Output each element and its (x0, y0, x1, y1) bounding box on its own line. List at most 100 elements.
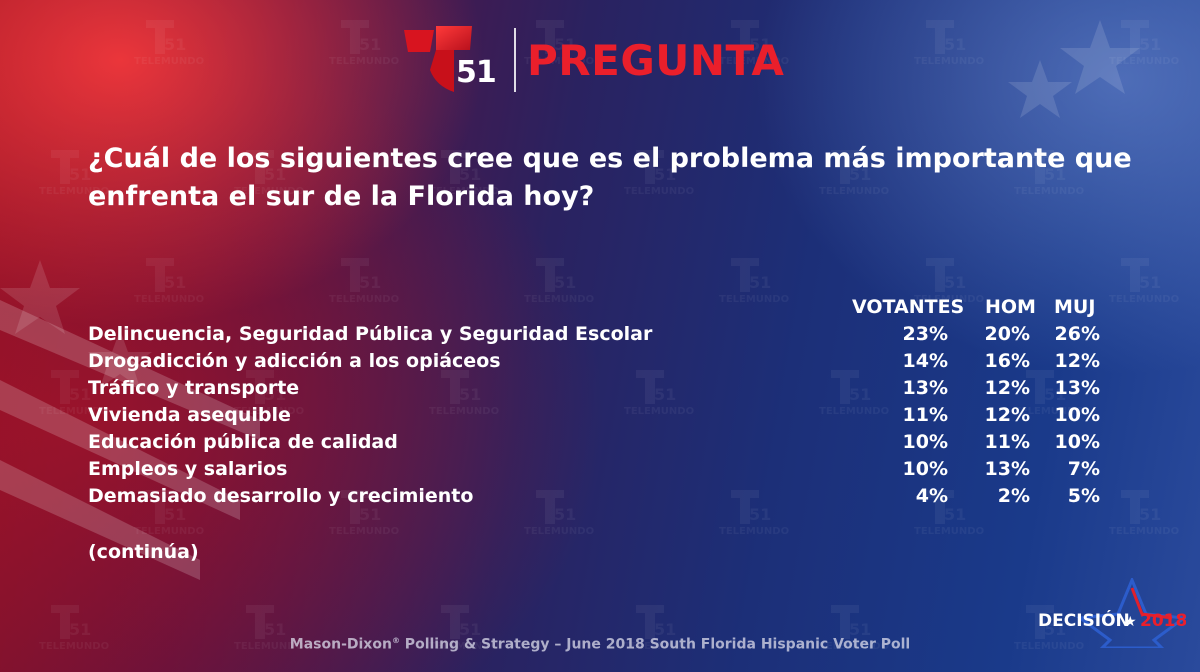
watermark-t-icon (51, 605, 79, 639)
value-muj: 10% (1054, 404, 1100, 426)
watermark-tile: 51 TELEMUNDO (914, 490, 984, 537)
row-label: Drogadicción y adicción a los opiáceos (88, 350, 501, 372)
watermark-t-icon (1121, 490, 1149, 524)
watermark-tile: 51 TELEMUNDO (39, 370, 109, 417)
watermark-t-icon (1121, 20, 1149, 54)
watermark-tile: 51 TELEMUNDO (1109, 490, 1179, 537)
watermark-t-icon (536, 20, 564, 54)
svg-text:TELEMUNDO: TELEMUNDO (624, 406, 694, 417)
value-votantes: 11% (902, 404, 948, 426)
value-votantes: 4% (915, 485, 948, 507)
watermark-tile: 51 TELEMUNDO (329, 258, 399, 305)
svg-text:51: 51 (849, 385, 871, 404)
svg-text:TELEMUNDO: TELEMUNDO (134, 56, 204, 67)
svg-text:TELEMUNDO: TELEMUNDO (524, 56, 594, 67)
watermark-tile: 51 TELEMUNDO (914, 258, 984, 305)
watermark-tile: 51 TELEMUNDO (1014, 605, 1084, 652)
svg-text:51: 51 (359, 505, 381, 524)
svg-text:51: 51 (1044, 165, 1066, 184)
column-header-muj: MUJ (1054, 296, 1096, 318)
value-votantes: 10% (902, 458, 948, 480)
watermark-t-icon (831, 370, 859, 404)
svg-text:51: 51 (554, 35, 576, 54)
watermark-tile: 51 TELEMUNDO (329, 20, 399, 67)
watermark-t-icon (146, 490, 174, 524)
value-votantes: 14% (902, 350, 948, 372)
value-hom: 2% (997, 485, 1030, 507)
watermark-t-icon (341, 258, 369, 292)
svg-text:51: 51 (1139, 505, 1161, 524)
svg-text:51: 51 (459, 620, 481, 639)
telemundo-t-logo-icon (404, 26, 472, 92)
watermark-tile: 51 TELEMUNDO (914, 20, 984, 67)
badge-year: 2018 (1140, 611, 1186, 631)
svg-text:51: 51 (849, 165, 871, 184)
watermark-tile: 51 TELEMUNDO (234, 605, 304, 652)
watermark-tile: 51 TELEMUNDO (39, 605, 109, 652)
svg-text:TELEMUNDO: TELEMUNDO (719, 526, 789, 537)
svg-text:51: 51 (749, 273, 771, 292)
svg-text:TELEMUNDO: TELEMUNDO (134, 526, 204, 537)
svg-text:TELEMUNDO: TELEMUNDO (914, 294, 984, 305)
footer-registered-mark: ® (391, 636, 400, 645)
svg-text:TELEMUNDO: TELEMUNDO (624, 186, 694, 197)
watermark-t-icon (731, 258, 759, 292)
svg-text:TELEMUNDO: TELEMUNDO (1014, 641, 1084, 652)
value-muj: 12% (1054, 350, 1100, 372)
svg-text:TELEMUNDO: TELEMUNDO (819, 186, 889, 197)
watermark-t-icon (341, 490, 369, 524)
svg-text:51: 51 (944, 273, 966, 292)
watermark-t-icon (246, 150, 274, 184)
svg-text:TELEMUNDO: TELEMUNDO (234, 641, 304, 652)
watermark-tile: 51 TELEMUNDO (429, 605, 499, 652)
svg-text:51: 51 (264, 165, 286, 184)
watermark-tile: 51 TELEMUNDO (134, 490, 204, 537)
watermark-t-icon (441, 150, 469, 184)
watermark-t-icon (51, 370, 79, 404)
watermark-t-icon (1121, 258, 1149, 292)
row-label: Empleos y salarios (88, 458, 288, 480)
svg-text:51: 51 (264, 385, 286, 404)
watermark-t-icon (441, 605, 469, 639)
watermark-t-icon (341, 20, 369, 54)
svg-text:51: 51 (749, 505, 771, 524)
watermark-tile: 51 TELEMUNDO (624, 605, 694, 652)
row-label: Tráfico y transporte (88, 377, 300, 399)
watermark-tile: 51 TELEMUNDO (624, 370, 694, 417)
watermark-tile: 51 TELEMUNDO (1014, 370, 1084, 417)
svg-text:51: 51 (654, 165, 676, 184)
watermark-tile: 51 TELEMUNDO (524, 490, 594, 537)
watermark-t-icon (1026, 150, 1054, 184)
watermark-t-icon (636, 370, 664, 404)
value-hom: 16% (984, 350, 1030, 372)
value-hom: 12% (984, 377, 1030, 399)
svg-text:TELEMUNDO: TELEMUNDO (429, 406, 499, 417)
svg-text:51: 51 (554, 505, 576, 524)
svg-text:51: 51 (164, 273, 186, 292)
svg-text:TELEMUNDO: TELEMUNDO (819, 641, 889, 652)
svg-text:TELEMUNDO: TELEMUNDO (39, 186, 109, 197)
row-label: Educación pública de calidad (88, 431, 398, 453)
watermark-t-icon (536, 258, 564, 292)
svg-text:TELEMUNDO: TELEMUNDO (914, 56, 984, 67)
svg-text:TELEMUNDO: TELEMUNDO (719, 56, 789, 67)
svg-text:51: 51 (944, 505, 966, 524)
watermark-t-icon (731, 490, 759, 524)
svg-text:TELEMUNDO: TELEMUNDO (1014, 406, 1084, 417)
row-label: Demasiado desarrollo y crecimiento (88, 485, 474, 507)
svg-text:TELEMUNDO: TELEMUNDO (429, 641, 499, 652)
value-votantes: 10% (902, 431, 948, 453)
svg-text:TELEMUNDO: TELEMUNDO (819, 406, 889, 417)
svg-text:TELEMUNDO: TELEMUNDO (624, 641, 694, 652)
value-votantes: 23% (902, 323, 948, 345)
watermark-tile: 51 TELEMUNDO (719, 490, 789, 537)
watermark-t-icon (636, 605, 664, 639)
watermark-tile: 51 TELEMUNDO (134, 20, 204, 67)
watermark-t-icon (1026, 370, 1054, 404)
watermark-t-icon (926, 490, 954, 524)
watermark-tile: 51 TELEMUNDO (134, 258, 204, 305)
watermark-tile: 51 TELEMUNDO (624, 150, 694, 197)
svg-text:TELEMUNDO: TELEMUNDO (1014, 186, 1084, 197)
watermark-t-icon (636, 150, 664, 184)
watermark-tile: 51 TELEMUNDO (819, 150, 889, 197)
